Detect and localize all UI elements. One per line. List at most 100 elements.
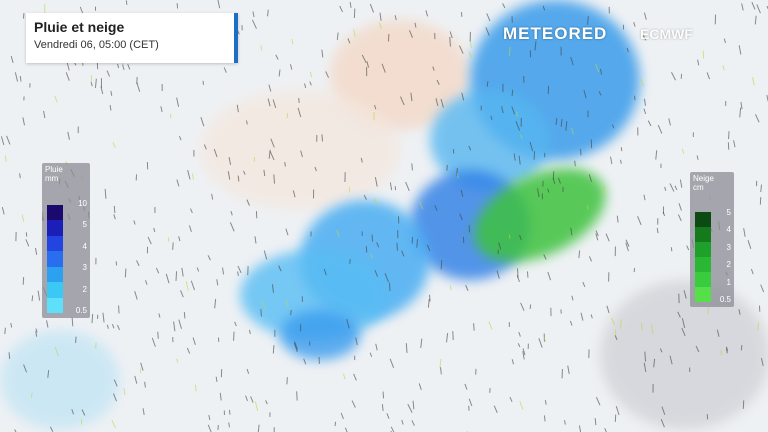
- wind-arrow: [213, 148, 218, 158]
- wind-arrow: [293, 342, 298, 353]
- wind-arrow: [71, 317, 74, 327]
- wind-arrow: [14, 429, 17, 432]
- wind-arrow: [236, 104, 239, 113]
- wind-arrow: [267, 98, 271, 107]
- wind-arrow: [543, 415, 546, 422]
- wind-arrow: [349, 2, 352, 8]
- wind-arrow: [194, 384, 197, 392]
- wind-arrow: [342, 373, 346, 380]
- wind-arrow: [246, 368, 250, 374]
- wind-arrow: [595, 230, 599, 237]
- snow-color-scale: [695, 212, 711, 302]
- wind-arrow: [290, 309, 292, 316]
- wind-arrow: [522, 351, 525, 360]
- snow-tick: 4: [726, 225, 731, 235]
- wind-arrow: [140, 362, 144, 371]
- wind-arrow: [23, 364, 28, 373]
- wind-arrow: [595, 63, 600, 73]
- wind-arrow: [207, 255, 211, 261]
- wind-arrow: [490, 115, 493, 121]
- wind-arrow: [508, 234, 511, 239]
- wind-arrow: [272, 345, 275, 354]
- wind-arrow: [65, 72, 70, 81]
- scale-swatch: [695, 242, 711, 257]
- wind-arrow: [112, 141, 116, 148]
- wind-arrow: [486, 81, 489, 87]
- wind-arrow: [178, 136, 182, 141]
- wind-arrow: [186, 347, 191, 354]
- wind-arrow: [516, 275, 520, 283]
- wind-arrow: [178, 319, 182, 329]
- rain-ticks: 10 5 4 3 2 0.5: [76, 199, 87, 315]
- wind-arrow: [285, 228, 289, 236]
- wind-arrow: [117, 63, 120, 69]
- wind-arrow: [245, 395, 248, 402]
- snow-ticks: 5 4 3 2 1 0.5: [720, 208, 731, 304]
- wind-arrow: [722, 65, 725, 71]
- wind-arrow: [725, 348, 728, 354]
- wind-arrow: [547, 271, 552, 281]
- wind-arrow: [681, 148, 685, 155]
- wind-arrow: [695, 345, 700, 353]
- wind-arrow: [381, 404, 384, 411]
- wind-arrow: [407, 403, 413, 413]
- wind-arrow: [610, 156, 613, 165]
- snow-legend-title: Neige: [693, 174, 714, 183]
- wind-arrow: [519, 401, 524, 410]
- wind-arrow: [237, 271, 239, 276]
- wind-arrow: [757, 322, 759, 331]
- wind-arrow: [142, 408, 145, 415]
- wind-arrow: [47, 370, 50, 378]
- wind-arrow: [449, 285, 452, 291]
- wind-arrow: [723, 38, 726, 44]
- wind-arrow: [347, 38, 351, 44]
- wind-arrow: [473, 323, 475, 331]
- wind-arrow: [190, 280, 196, 291]
- wind-arrow: [412, 400, 415, 410]
- wind-arrow: [459, 213, 463, 220]
- wind-arrow: [756, 4, 761, 14]
- wind-arrow: [325, 71, 330, 78]
- wind-arrow: [518, 155, 521, 165]
- wind-arrow: [211, 193, 214, 200]
- wind-arrow: [369, 3, 375, 13]
- wind-arrow: [336, 229, 340, 237]
- wind-arrow: [8, 352, 11, 360]
- wind-arrow: [286, 300, 289, 307]
- rain-legend-unit: mm: [45, 174, 59, 183]
- wind-arrow: [355, 337, 358, 346]
- wind-arrow: [468, 51, 472, 59]
- wind-arrow: [620, 147, 623, 152]
- wind-arrow: [697, 59, 700, 66]
- wind-arrow: [134, 375, 138, 384]
- wind-arrow: [254, 401, 259, 411]
- wind-arrow: [216, 279, 219, 286]
- wind-arrow: [151, 337, 156, 347]
- wind-arrow: [373, 197, 379, 206]
- wind-arrow: [534, 41, 537, 51]
- wind-arrow: [248, 329, 251, 335]
- rain-tick: 0.5: [75, 305, 87, 315]
- wind-arrow: [339, 5, 344, 13]
- wind-arrow: [578, 250, 581, 259]
- wind-arrow: [643, 98, 646, 106]
- wind-arrow: [344, 427, 348, 432]
- wind-arrow: [71, 409, 74, 415]
- scale-swatch: [47, 220, 63, 236]
- wind-arrow: [590, 314, 593, 319]
- wind-arrow: [633, 95, 636, 101]
- wind-arrow: [436, 79, 440, 85]
- wind-arrow: [122, 64, 125, 71]
- wind-arrow: [4, 327, 6, 335]
- wind-arrow: [0, 136, 5, 146]
- wind-arrow: [314, 166, 317, 172]
- wind-arrow: [555, 118, 558, 126]
- scale-swatch: [47, 297, 63, 313]
- wind-arrow: [567, 365, 570, 374]
- wind-arrow: [428, 294, 431, 302]
- wind-arrow: [54, 95, 58, 103]
- wind-arrow: [411, 420, 415, 426]
- wind-arrow: [564, 420, 566, 425]
- wind-arrow: [267, 9, 269, 17]
